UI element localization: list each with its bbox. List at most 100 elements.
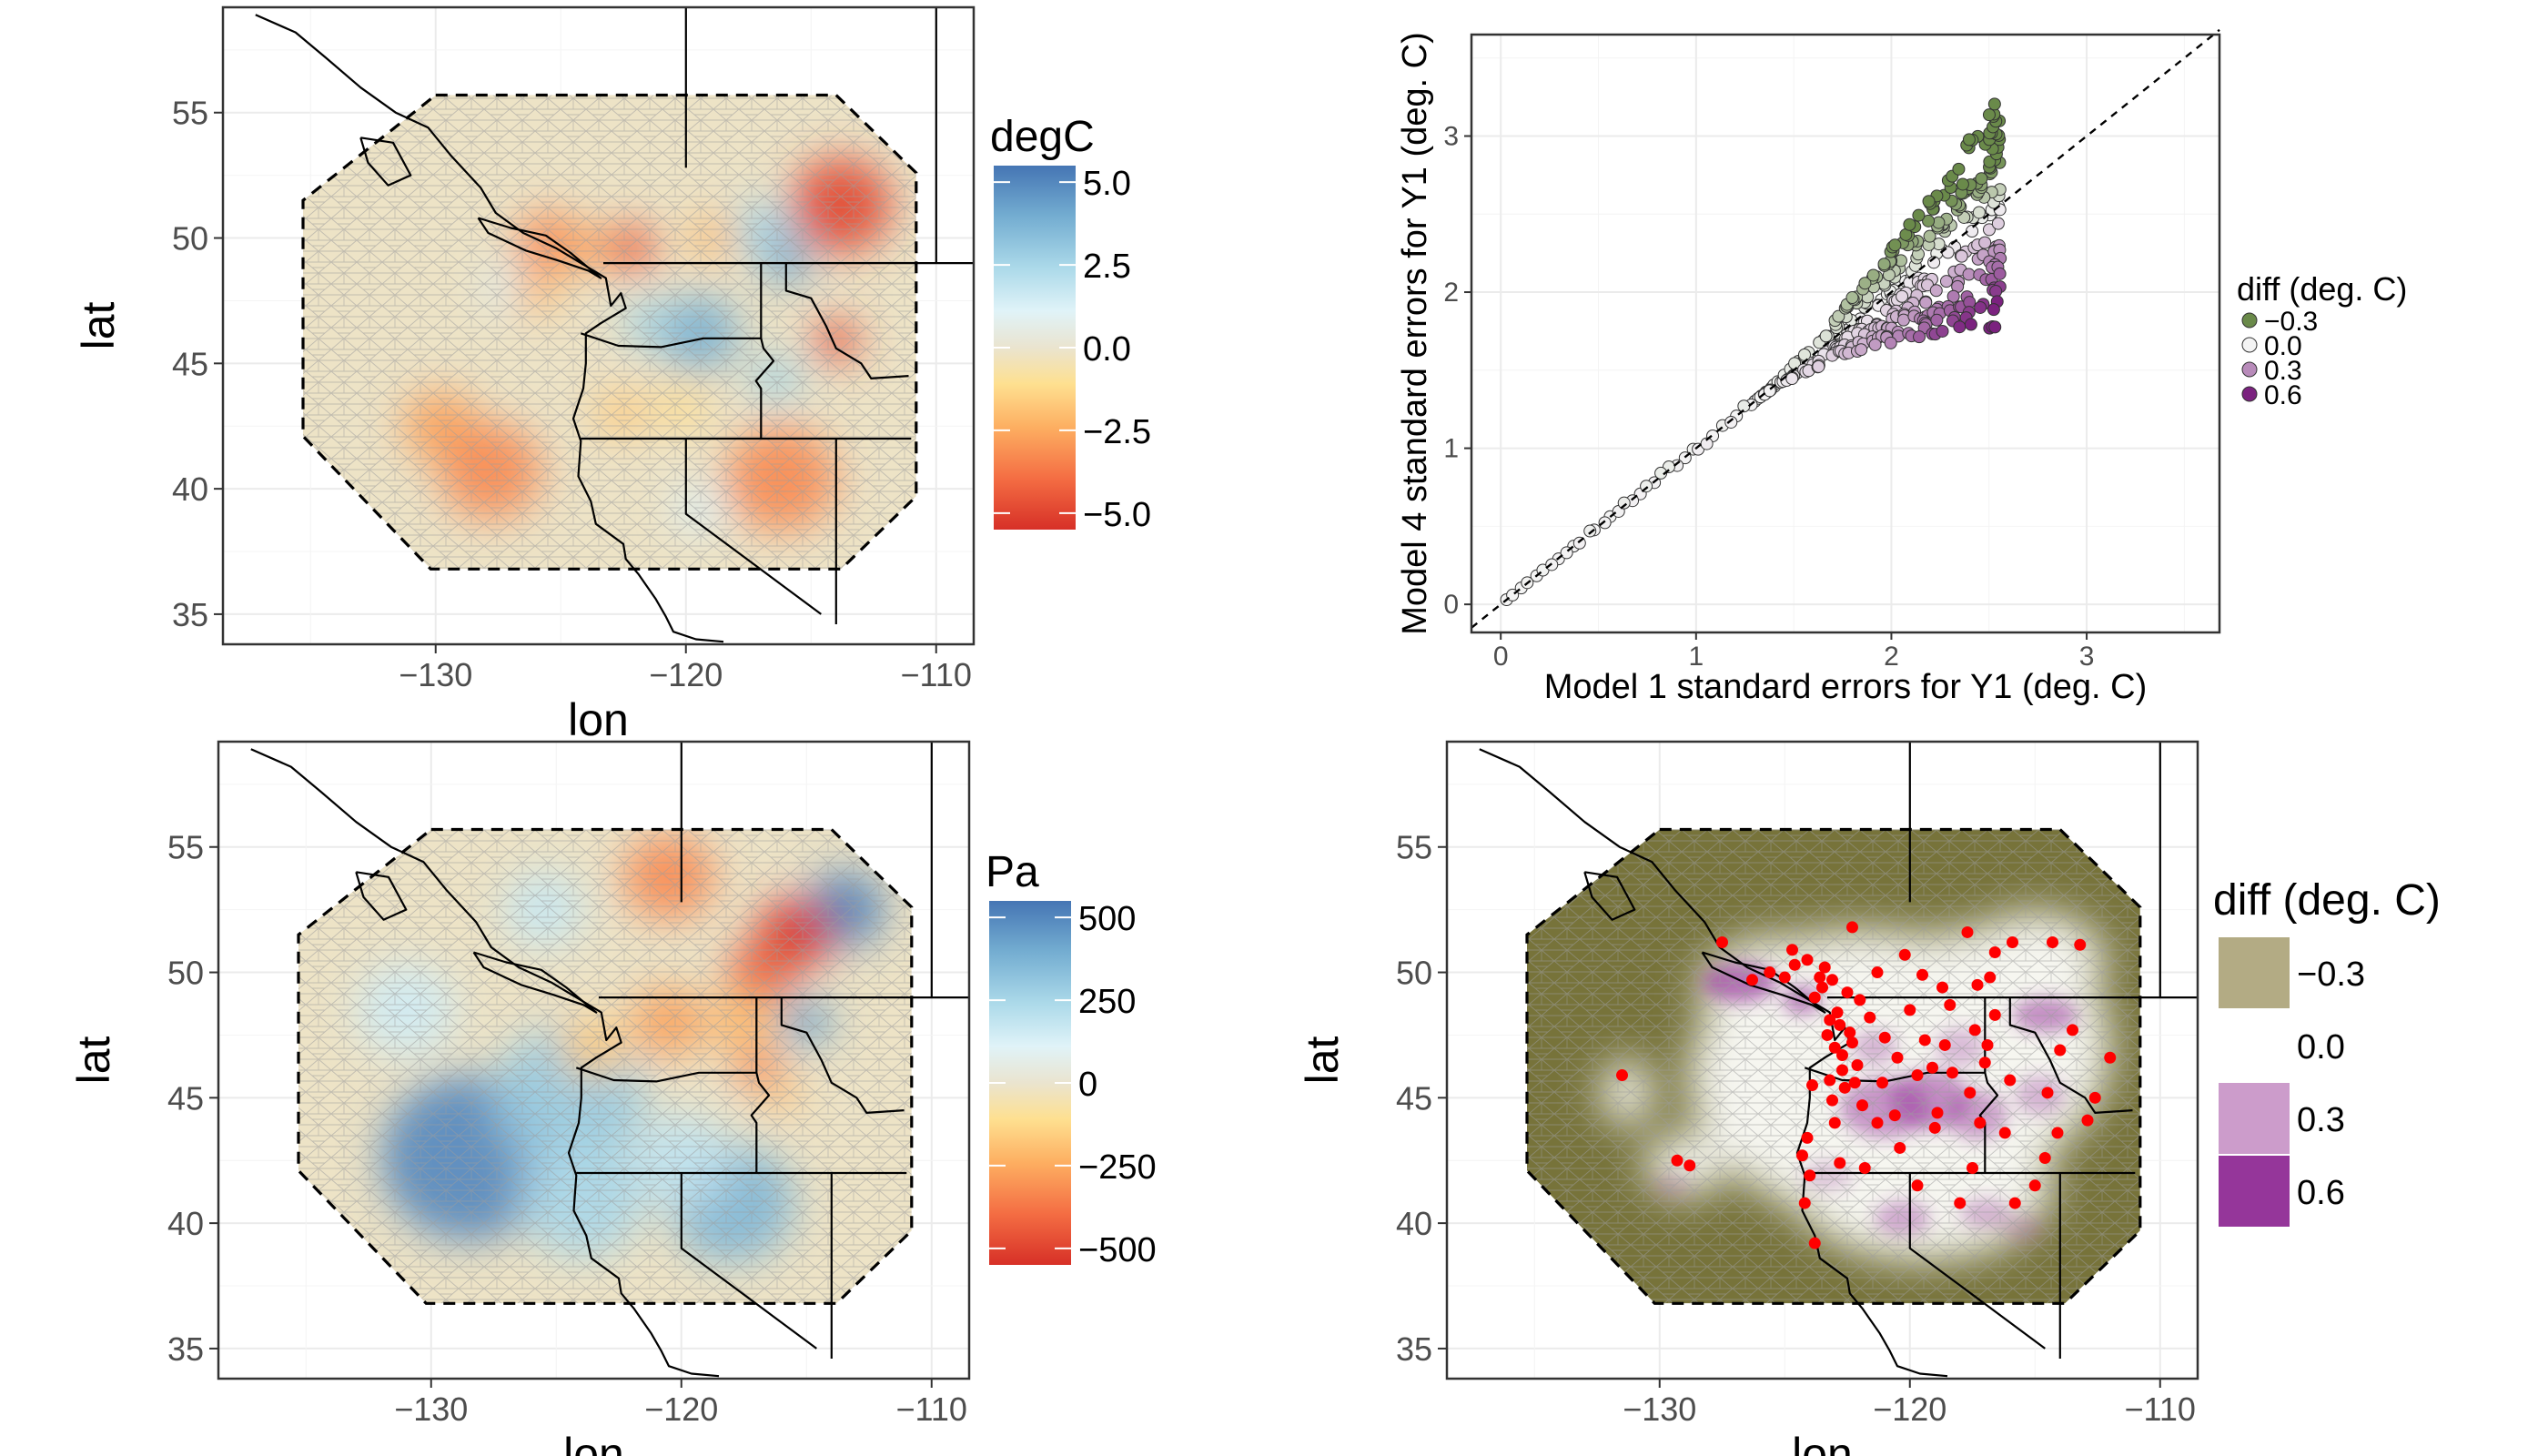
legend-key (2219, 1156, 2290, 1227)
legend-key (2241, 386, 2258, 402)
scatter-point (1988, 320, 2002, 334)
x-tick-label: −130 (394, 1390, 468, 1428)
y-tick-label: 45 (172, 345, 208, 382)
scatter-point (1797, 348, 1811, 361)
mesh-overlay (303, 95, 916, 570)
station-point (1816, 981, 1828, 994)
station-point (2041, 1087, 2054, 1099)
station-point (1834, 1018, 1846, 1031)
scatter-point (1962, 268, 1976, 281)
scatter-point (1583, 524, 1597, 538)
colorbar-label: −500 (1078, 1231, 1157, 1269)
station-point (1821, 1028, 1834, 1041)
island-outline (477, 217, 602, 279)
station-point (1856, 1099, 1868, 1112)
border-line (684, 439, 822, 615)
border-line (580, 332, 775, 439)
scatter-point (1913, 330, 1926, 344)
y-axis-title: Model 4 standard errors for Y1 (deg. C) (1396, 32, 1434, 635)
legend-key-label: 0.6 (2264, 380, 2302, 410)
station-point (1876, 1077, 1888, 1089)
station-point (1818, 961, 1831, 974)
scatter-point (1724, 415, 1738, 429)
station-point (2007, 935, 2018, 948)
y-tick-label: 50 (167, 955, 204, 992)
legend-title: diff (deg. C) (2237, 270, 2407, 308)
station-point (1971, 978, 1984, 991)
x-tick-label: −130 (1623, 1390, 1696, 1428)
y-tick-label: 50 (1396, 955, 1432, 992)
station-point (1828, 1041, 1841, 1054)
station-point (2028, 1179, 2041, 1192)
scatter-point (1654, 466, 1668, 480)
station-point (1964, 1087, 1977, 1099)
y-axis-title: lat (1297, 1036, 1348, 1084)
land-lines (255, 7, 974, 643)
panel-border (1445, 740, 2199, 1380)
x-axis-title: lon (563, 1429, 624, 1456)
station-point (1828, 1117, 1841, 1129)
station-point (1786, 944, 1798, 956)
station-point (1978, 1057, 1991, 1069)
scatter-point (1953, 320, 1967, 334)
scatter-point (1956, 177, 1969, 191)
station-point (1984, 971, 1997, 984)
colorbar-label: 5.0 (1083, 165, 1131, 203)
legend-key (2241, 312, 2258, 329)
field-layer (1527, 829, 2140, 1304)
station-point (1926, 1061, 1938, 1074)
station-point (1928, 1121, 1941, 1134)
x-axis-title: Model 1 standard errors for Y1 (deg. C) (1544, 668, 2148, 706)
x-tick-label: −120 (1873, 1390, 1946, 1428)
border-line (575, 1067, 771, 1173)
border-line (784, 263, 909, 379)
scatter-point (1785, 372, 1799, 386)
scatter-point (1912, 208, 1926, 222)
scatter-point (1919, 296, 1933, 309)
legend-key-label: −0.3 (2264, 307, 2318, 337)
station-point (2008, 1197, 2021, 1209)
scatter-point (1598, 516, 1612, 530)
station-point (2088, 1091, 2101, 1104)
station-point (1616, 1069, 1628, 1082)
scatter-point (1955, 249, 1968, 263)
scatter-point (1922, 195, 1936, 208)
x-tick-label: −110 (896, 1390, 967, 1428)
legend-title: degC (990, 113, 1095, 161)
station-point (1826, 974, 1838, 986)
colorbar-label: 0.0 (1083, 330, 1131, 369)
legend-key (2219, 1083, 2290, 1154)
scatter-point (1896, 289, 1909, 303)
legend-key-label: −0.3 (2297, 956, 2365, 994)
station-point (1916, 968, 1928, 981)
scatter-point (1987, 303, 2000, 317)
station-point (1938, 1038, 1951, 1051)
colorbar-label: 250 (1078, 983, 1136, 1021)
scatter-point (1978, 236, 1992, 249)
station-point (2054, 1044, 2067, 1057)
legend-key (2219, 937, 2290, 1008)
colorbar-label: 0 (1078, 1066, 1097, 1104)
y-tick-label: 35 (172, 596, 208, 633)
station-point (1988, 1008, 2001, 1021)
scatter-point (1888, 238, 1902, 252)
station-point (1684, 1159, 1696, 1172)
station-point (1854, 994, 1866, 1006)
station-point (1804, 1169, 1816, 1182)
station-point (1944, 998, 1956, 1011)
scatter-point (1617, 496, 1631, 510)
station-point (1998, 1127, 2011, 1139)
station-point (1824, 1074, 1836, 1087)
x-tick-label: −120 (649, 656, 723, 693)
y-tick-label: 40 (167, 1205, 204, 1242)
scatter-point (1939, 275, 1953, 288)
station-point (1788, 958, 1801, 971)
scatter-point (1903, 217, 1916, 231)
station-point (1846, 1036, 1858, 1049)
station-point (1831, 1006, 1844, 1019)
station-point (1796, 1149, 1808, 1162)
station-point (1826, 1094, 1838, 1107)
station-point (1834, 1157, 1846, 1169)
pressure-map-panel: −130 −120 −110 35 40 45 50 55 lon lat Pa 500 250 0 −25… (68, 740, 1157, 1456)
